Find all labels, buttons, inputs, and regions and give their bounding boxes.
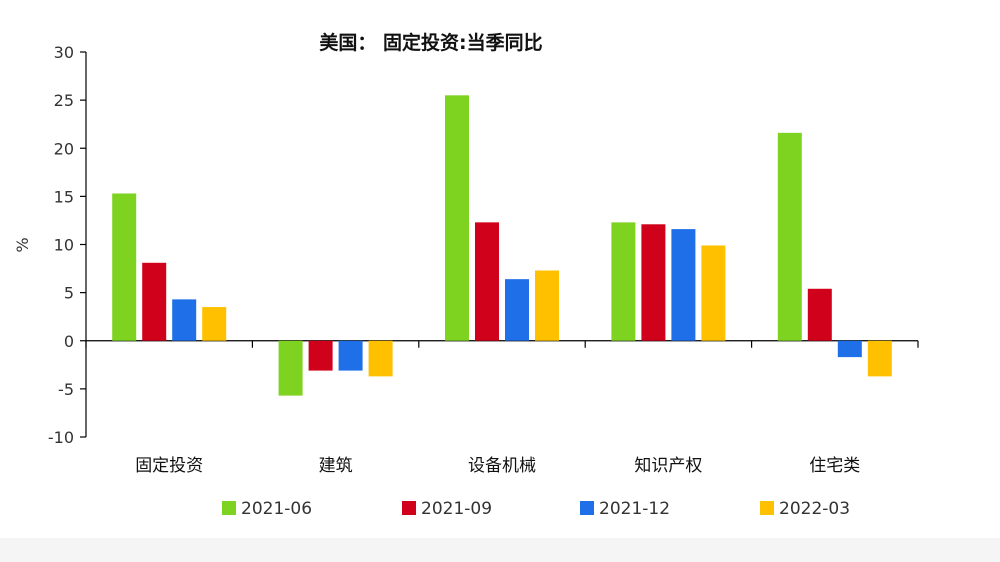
bar [505,279,529,341]
y-tick-label: 0 [64,332,74,351]
y-tick-label: 15 [54,187,74,206]
bar [142,262,167,341]
legend: 2021-06 2021-09 2021-12 2022-03 [222,499,850,519]
bar [535,270,559,341]
x-axis-labels: 固定投资 建筑 设备机械 知识产权 住宅类 [135,456,860,476]
bar [172,299,197,341]
y-tick-label: -5 [58,380,74,399]
bar [308,340,333,371]
x-tick-label: 知识产权 [634,456,702,476]
bar [278,340,303,396]
bar [475,222,499,341]
bar [777,132,802,341]
x-tick-label: 设备机械 [468,456,536,476]
bar [701,245,726,341]
bottom-band [0,538,1000,562]
bar [867,340,892,377]
bar [837,340,862,358]
bar [611,222,636,341]
legend-swatch [402,501,416,515]
legend-label: 2021-06 [241,499,312,519]
legend-swatch [760,501,774,515]
y-tick-label: 30 [54,43,74,62]
y-axis-label: % [13,237,32,252]
y-tick-label: 25 [54,91,74,110]
legend-label: 2022-03 [779,499,850,519]
bar [112,193,137,341]
bar [807,288,832,341]
bar [338,340,363,371]
legend-swatch [222,501,236,515]
x-tick-label: 住宅类 [809,456,860,476]
chart-title: 美国： 固定投资:当季同比 [319,31,542,54]
x-tick-label: 建筑 [319,456,353,476]
legend-swatch [580,501,594,515]
bar [641,224,666,341]
bars [112,95,892,396]
y-tick-label: -10 [48,428,74,447]
bar [202,307,227,341]
bar-chart: 美国： 固定投资:当季同比 % 30 25 20 15 10 5 0 -5 -10 固定投资 建筑… [13,31,919,519]
legend-label: 2021-09 [421,499,492,519]
y-tick-label: 10 [54,236,74,255]
bar [445,95,469,341]
bar [671,229,696,341]
bar [368,340,393,377]
y-tick-label: 20 [54,139,74,158]
y-tick-label: 5 [64,284,74,303]
x-tick-label: 固定投资 [135,456,203,476]
legend-label: 2021-12 [599,499,670,519]
